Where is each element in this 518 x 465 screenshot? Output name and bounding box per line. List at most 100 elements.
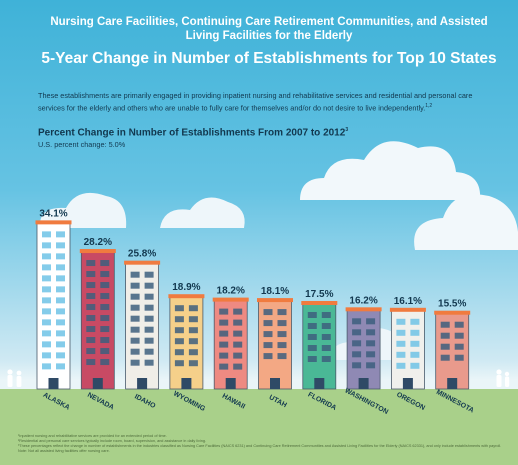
intro-text: These establishments are primarily engag… [38, 91, 473, 113]
footnotes: ¹Inpatient nursing and rehabilitative se… [18, 434, 508, 454]
window [188, 316, 198, 323]
bar [169, 296, 204, 390]
window [366, 362, 376, 369]
window [454, 354, 464, 361]
window [130, 304, 140, 311]
window [263, 320, 273, 327]
window [56, 264, 65, 271]
data-label: 17.5% [305, 289, 333, 300]
bar [346, 309, 381, 390]
window [307, 334, 317, 340]
bar [302, 303, 337, 390]
data-label: 28.2% [84, 237, 112, 248]
window [56, 341, 65, 348]
window [56, 275, 65, 282]
window [144, 315, 154, 322]
window [100, 359, 110, 366]
window [233, 330, 243, 337]
window [352, 329, 362, 336]
window [263, 309, 273, 316]
window [277, 320, 287, 327]
window [440, 343, 450, 350]
window [100, 337, 110, 344]
door [48, 378, 59, 389]
window [100, 282, 110, 289]
window [144, 359, 154, 366]
window [366, 351, 376, 358]
window [366, 329, 376, 336]
bar-nevada: 28.2%NEVADA [79, 237, 116, 412]
window [42, 363, 51, 370]
window [233, 363, 243, 370]
window [56, 352, 65, 359]
data-label: 15.5% [438, 299, 466, 310]
bar-roof [124, 260, 161, 265]
window [352, 351, 362, 358]
bar [125, 263, 159, 390]
page-title: 5-Year Change in Number of Establishment… [41, 50, 497, 67]
window [188, 338, 198, 345]
footnote: ²Residential and personal care services … [18, 439, 207, 443]
door [270, 378, 280, 389]
window [42, 264, 51, 271]
cloud [160, 197, 245, 228]
window [307, 345, 317, 351]
window [396, 351, 406, 358]
window [174, 349, 184, 356]
bar-roof [212, 297, 249, 302]
window [42, 231, 51, 238]
window [410, 362, 420, 369]
window [86, 315, 96, 322]
window [56, 253, 65, 260]
door [358, 378, 369, 389]
data-label: 18.9% [172, 282, 200, 293]
window [100, 304, 110, 311]
window [174, 360, 184, 367]
window [219, 341, 229, 348]
window [56, 242, 65, 249]
people [7, 369, 510, 387]
window [219, 352, 229, 359]
window [56, 330, 65, 337]
window [144, 293, 154, 300]
window [86, 359, 96, 366]
window [188, 327, 198, 334]
window [277, 353, 287, 360]
door [402, 378, 413, 389]
cloud [39, 192, 127, 228]
window [130, 271, 140, 278]
window [263, 331, 273, 338]
window [233, 341, 243, 348]
window [366, 318, 376, 325]
window [56, 363, 65, 370]
bar-idaho: 25.8%IDAHO [124, 249, 161, 410]
window [130, 293, 140, 300]
window [352, 318, 362, 325]
window [307, 356, 317, 362]
window [410, 318, 420, 325]
door [314, 378, 325, 389]
window [86, 282, 96, 289]
window [219, 319, 229, 326]
window [144, 348, 154, 355]
window [100, 348, 110, 355]
window [454, 321, 464, 328]
bar-roof [389, 307, 426, 312]
window [42, 253, 51, 260]
data-label: 16.1% [394, 296, 422, 307]
window [56, 286, 65, 293]
window [263, 342, 273, 349]
door [447, 378, 458, 389]
window [440, 332, 450, 339]
window [307, 312, 317, 318]
footnote: ³These percentages reflect the change in… [18, 444, 502, 448]
window [144, 282, 154, 289]
data-label: 34.1% [39, 208, 67, 219]
bar [258, 300, 292, 390]
window [188, 349, 198, 356]
data-label: 16.2% [349, 295, 377, 306]
window [42, 275, 51, 282]
window [56, 297, 65, 304]
